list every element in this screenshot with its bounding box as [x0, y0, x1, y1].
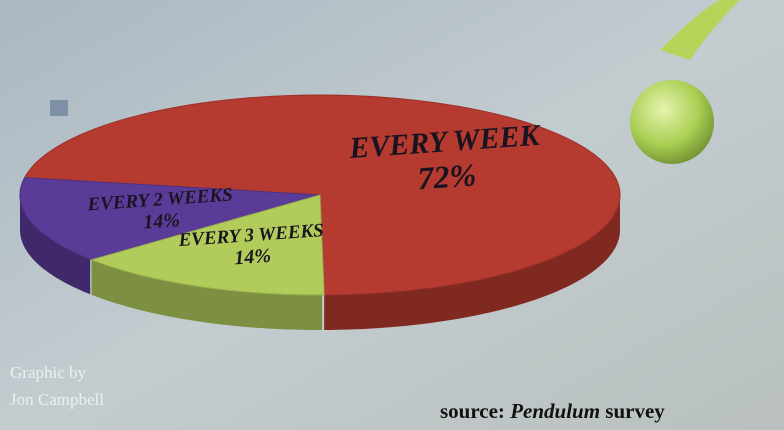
decoration-ball: [630, 80, 714, 164]
source: source: Pendulum survey: [440, 399, 665, 423]
value-label: 14%: [234, 245, 272, 270]
value-label: 72%: [416, 156, 477, 196]
source-prefix: source:: [440, 399, 505, 423]
decoration-square: [50, 100, 68, 116]
value-label: 14%: [143, 209, 181, 234]
chart: EVERY WEEK72%EVERY 2 WEEKS14%EVERY 3 WEE…: [0, 0, 784, 430]
credit-line: Graphic by: [10, 363, 87, 382]
source-suffix: survey: [605, 399, 665, 423]
source-name: Pendulum: [509, 399, 600, 423]
credit-line: Jon Campbell: [10, 390, 104, 409]
